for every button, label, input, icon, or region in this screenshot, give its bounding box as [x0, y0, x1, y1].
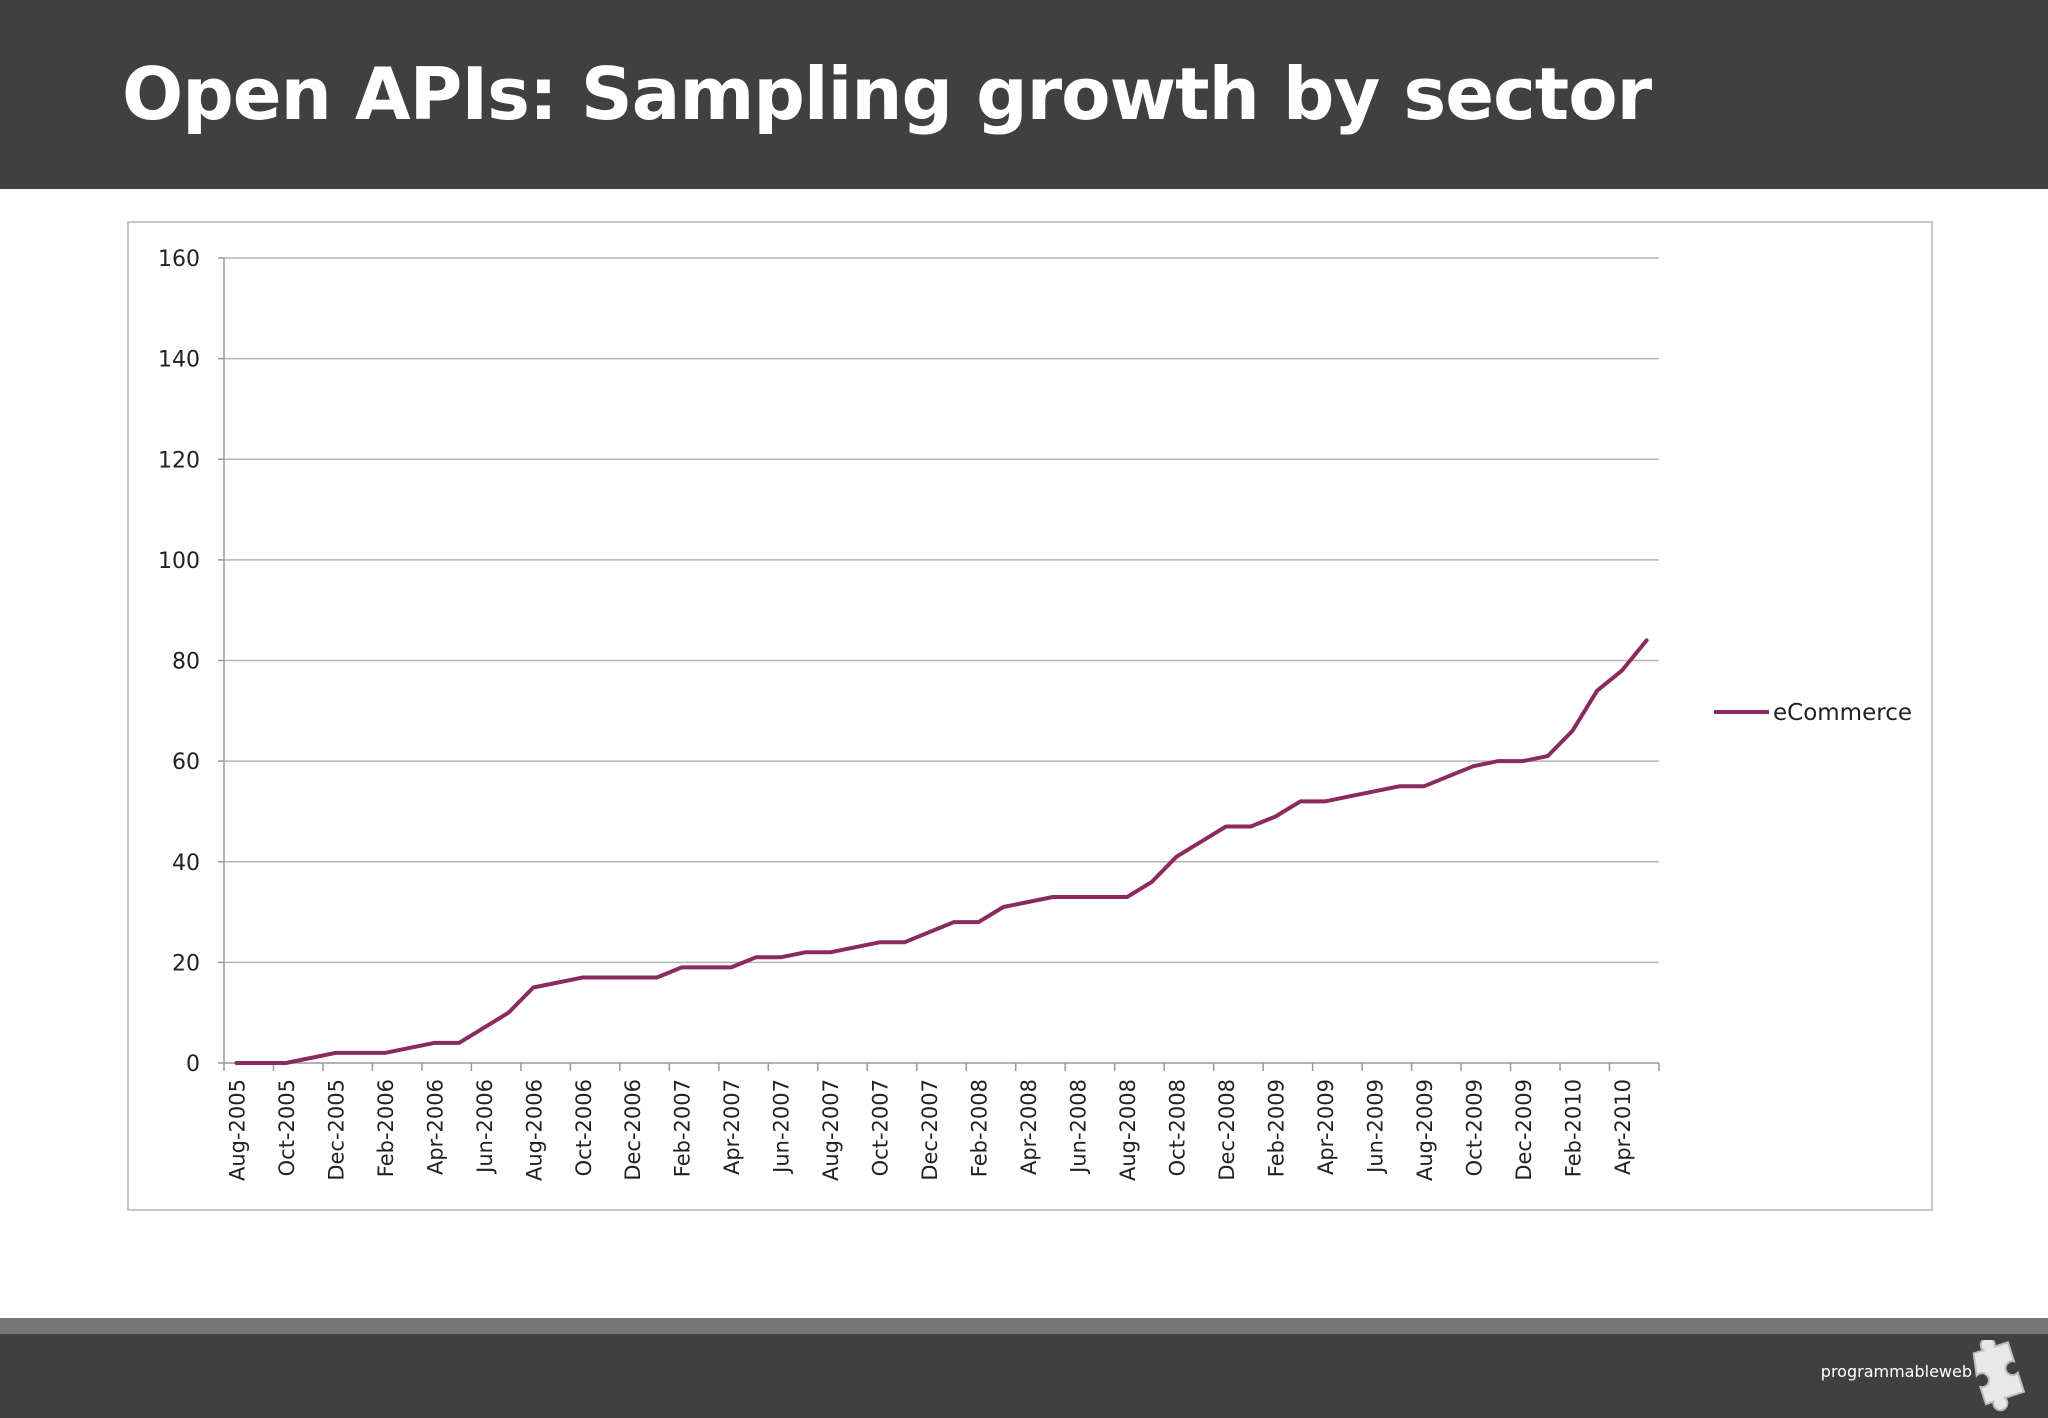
- x-tick-label: Feb-2006: [374, 1079, 398, 1177]
- x-tick-label: Dec-2005: [324, 1079, 348, 1181]
- programmableweb-logo: programmableweb: [1796, 1340, 2026, 1414]
- series-line-ecommerce: [234, 638, 1649, 1065]
- y-tick-label: 60: [172, 750, 200, 775]
- y-tick-labels: 0 20 40 60 80 100 120 140 160: [158, 247, 200, 1077]
- chart-frame: 0 20 40 60 80 100 120 140 160 Aug-2005 Oct-2005 De…: [127, 221, 1933, 1211]
- x-tick-label: Aug-2006: [522, 1079, 546, 1181]
- x-tick-label: Apr-2006: [423, 1079, 447, 1175]
- x-tick-labels: Aug-2005 Oct-2005 Dec-2005 Feb-2006 Apr-2006…: [225, 1079, 1635, 1181]
- y-tick-label: 140: [158, 348, 200, 373]
- slide-footer: [0, 1334, 2048, 1418]
- x-tick-label: Apr-2008: [1017, 1079, 1041, 1175]
- x-tick-label: Aug-2007: [819, 1079, 843, 1181]
- x-tick-label: Dec-2007: [918, 1079, 942, 1181]
- legend-label: eCommerce: [1773, 700, 1912, 726]
- x-tick-label: Oct-2005: [275, 1079, 299, 1176]
- x-tick-label: Aug-2008: [1116, 1079, 1140, 1181]
- x-tick-label: Oct-2007: [869, 1079, 893, 1176]
- slide-title: Open APIs: Sampling growth by sector: [122, 52, 1652, 136]
- x-tick-label: Aug-2009: [1413, 1079, 1437, 1181]
- logo-text: programmableweb: [1820, 1362, 1972, 1381]
- gridlines: [224, 257, 1659, 964]
- y-tick-label: 120: [158, 448, 200, 473]
- y-tick-label: 0: [186, 1052, 200, 1077]
- x-tick-label: Jun-2009: [1363, 1079, 1387, 1175]
- x-tick-label: Oct-2006: [572, 1079, 596, 1176]
- x-tick-label: Feb-2007: [671, 1079, 695, 1177]
- puzzle-piece-icon: [1972, 1340, 2026, 1412]
- x-tick-label: Apr-2007: [720, 1079, 744, 1175]
- y-tick-label: 40: [172, 851, 200, 876]
- slide-header: Open APIs: Sampling growth by sector: [0, 0, 2048, 189]
- footer-strip: [0, 1318, 2048, 1334]
- series-lines: [234, 638, 1649, 1065]
- x-tick-label: Aug-2005: [225, 1079, 249, 1181]
- axes: [218, 257, 1660, 1071]
- y-tick-label: 20: [172, 951, 200, 976]
- x-tick-label: Jun-2006: [473, 1079, 497, 1175]
- x-tick-label: Jun-2007: [770, 1079, 794, 1175]
- x-tick-label: Feb-2010: [1561, 1079, 1585, 1177]
- x-tick-label: Dec-2006: [621, 1079, 645, 1181]
- x-tick-label: Oct-2009: [1462, 1079, 1486, 1176]
- line-chart: 0 20 40 60 80 100 120 140 160 Aug-2005 Oct-2005 De…: [158, 247, 1912, 1181]
- x-tick-label: Dec-2009: [1512, 1079, 1536, 1181]
- y-tick-label: 160: [158, 247, 200, 272]
- y-tick-label: 100: [158, 549, 200, 574]
- y-tick-label: 80: [172, 650, 200, 675]
- x-tick-label: Oct-2008: [1166, 1079, 1190, 1176]
- x-tick-label: Feb-2009: [1265, 1079, 1289, 1177]
- legend: eCommerce: [1714, 700, 1912, 726]
- x-tick-label: Dec-2008: [1215, 1079, 1239, 1181]
- x-tick-label: Jun-2008: [1067, 1079, 1091, 1175]
- x-tick-label: Apr-2009: [1314, 1079, 1338, 1175]
- x-tick-label: Feb-2008: [968, 1079, 992, 1177]
- x-tick-label: Apr-2010: [1611, 1079, 1635, 1175]
